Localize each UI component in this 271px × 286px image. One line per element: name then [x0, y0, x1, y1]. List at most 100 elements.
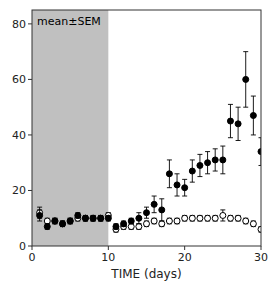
x-tick-label: 0: [29, 251, 36, 264]
error-cap: [236, 107, 241, 108]
error-cap: [159, 221, 164, 222]
point: [212, 215, 218, 221]
error-cap: [213, 171, 218, 172]
point: [235, 121, 241, 127]
x-tick-label: 30: [254, 251, 268, 264]
error-bar: [167, 218, 172, 224]
error-bar: [182, 215, 187, 221]
error-cap: [205, 173, 210, 174]
error-bar: [197, 154, 202, 176]
point: [82, 215, 88, 221]
error-bar: [175, 174, 180, 196]
error-bar: [251, 96, 256, 135]
error-cap: [182, 196, 187, 197]
point: [227, 118, 233, 124]
error-cap: [243, 107, 248, 108]
error-cap: [213, 148, 218, 149]
point: [52, 218, 58, 224]
point: [75, 212, 81, 218]
error-bar: [106, 215, 111, 221]
error-cap: [251, 134, 256, 135]
point: [197, 162, 203, 168]
error-cap: [152, 212, 157, 213]
error-bar: [220, 210, 225, 221]
error-bar: [197, 215, 202, 221]
error-bar: [37, 207, 42, 218]
error-bar: [83, 215, 88, 221]
point: [227, 215, 233, 221]
y-tick-label: 20: [12, 184, 26, 197]
error-bar: [91, 215, 96, 221]
point: [212, 157, 218, 163]
point: [197, 215, 203, 221]
point: [128, 218, 134, 224]
x-tick-label: 20: [178, 251, 192, 264]
error-cap: [37, 221, 42, 222]
error-bar: [37, 210, 42, 221]
error-cap: [37, 207, 42, 208]
error-bar: [136, 224, 141, 230]
plot-area: [32, 10, 261, 246]
point: [136, 215, 142, 221]
point: [250, 221, 256, 227]
shaded-span: [32, 10, 108, 246]
error-bar: [121, 221, 126, 227]
error-bar: [152, 218, 157, 224]
error-bar: [213, 149, 218, 171]
y-tick-label: 80: [12, 18, 26, 31]
y-tick: [28, 190, 32, 191]
error-cap: [167, 187, 172, 188]
error-bar: [144, 221, 149, 227]
error-cap: [152, 196, 157, 197]
error-cap: [228, 137, 233, 138]
error-cap: [37, 209, 42, 210]
point: [151, 201, 157, 207]
y-tick-label: 60: [12, 73, 26, 86]
y-tick: [28, 79, 32, 80]
point: [205, 215, 211, 221]
error-cap: [251, 96, 256, 97]
point: [98, 215, 104, 221]
error-cap: [167, 159, 172, 160]
error-bar: [213, 215, 218, 221]
error-bar: [220, 146, 225, 174]
point: [105, 215, 111, 221]
x-axis-label: TIME (days): [110, 267, 181, 281]
point: [37, 212, 43, 218]
error-bar: [129, 224, 134, 230]
error-cap: [236, 140, 241, 141]
point: [174, 182, 180, 188]
point: [189, 168, 195, 174]
y-tick-label: 0: [19, 240, 26, 253]
error-cap: [159, 221, 164, 222]
x-tick: [32, 246, 33, 250]
error-bar: [190, 215, 195, 221]
y-tick: [28, 134, 32, 135]
error-bar: [113, 224, 118, 230]
error-bar: [83, 215, 88, 221]
y-tick: [28, 23, 32, 24]
point: [159, 221, 165, 227]
error-bar: [52, 218, 57, 224]
error-cap: [175, 196, 180, 197]
point: [250, 113, 256, 119]
point: [220, 212, 226, 218]
point: [52, 218, 58, 224]
y-tick-label: 40: [12, 129, 26, 142]
point: [174, 218, 180, 224]
error-bar: [129, 218, 134, 224]
point: [144, 221, 150, 227]
error-cap: [182, 179, 187, 180]
point: [144, 210, 150, 216]
y-tick: [28, 246, 32, 247]
error-bar: [243, 52, 248, 108]
error-bar: [236, 107, 241, 140]
point: [60, 221, 66, 227]
point: [235, 215, 241, 221]
point: [166, 171, 172, 177]
series: [37, 52, 261, 230]
point: [121, 221, 127, 227]
x-tick: [108, 246, 109, 250]
error-bar: [175, 218, 180, 224]
point: [243, 218, 249, 224]
